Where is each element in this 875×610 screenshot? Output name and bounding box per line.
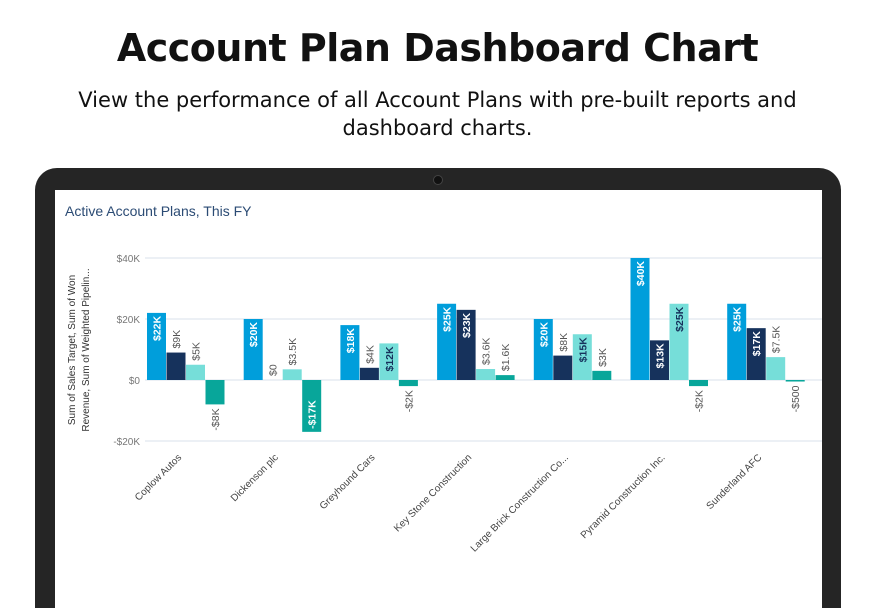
data-label: -$2K xyxy=(694,390,706,412)
data-label: $25K xyxy=(674,306,686,332)
data-label: -$17K xyxy=(307,400,319,429)
bar xyxy=(147,312,166,380)
data-label: $3K xyxy=(597,348,609,367)
bar-chart: $40K $20K $0 -$20K Sum of Sales Target, Sum … xyxy=(67,254,822,554)
y-axis-label: Sum of Sales Target, Sum of Won Revenue, … xyxy=(67,268,92,431)
page-subtitle: View the performance of all Account Plan… xyxy=(78,88,797,140)
bar xyxy=(533,319,553,380)
bar xyxy=(766,357,786,380)
y-tick-label: $0 xyxy=(129,376,141,387)
bar xyxy=(186,364,205,380)
bar xyxy=(727,303,747,380)
data-label: $8K xyxy=(558,333,570,352)
chart-title[interactable]: Active Account Plans, This FY xyxy=(65,203,252,219)
x-tick-label: Coplow Autos xyxy=(133,452,184,503)
data-label: $3.6K xyxy=(481,338,493,365)
data-label: $40K xyxy=(635,261,647,287)
bar xyxy=(379,343,399,380)
data-label: $22K xyxy=(152,315,164,341)
x-tick-label: Sunderland AFC xyxy=(705,452,765,512)
bar xyxy=(476,369,496,380)
x-tick-label: Pyramid Construction Inc. xyxy=(579,452,668,541)
data-label: $25K xyxy=(732,306,744,332)
laptop-frame: Active Account Plans, This FY xyxy=(35,168,841,610)
bar xyxy=(592,370,612,380)
y-tick-label: $20K xyxy=(117,315,141,326)
bar xyxy=(166,352,186,380)
data-label: $25K xyxy=(442,306,454,332)
bar xyxy=(282,369,302,380)
data-label: -$8K xyxy=(210,408,222,430)
bar xyxy=(456,309,476,380)
data-label: -$2K xyxy=(403,390,415,412)
data-label: $23K xyxy=(461,312,473,338)
data-label: $0 xyxy=(268,364,280,376)
bar xyxy=(437,303,457,380)
bar xyxy=(630,258,650,380)
data-label: $1.6K xyxy=(500,344,512,371)
bar xyxy=(205,380,225,405)
data-label: $15K xyxy=(577,337,589,363)
bar xyxy=(785,380,805,382)
dashboard-screen: Active Account Plans, This FY xyxy=(55,190,822,610)
bar xyxy=(553,355,573,380)
x-tick-label: Large Brick Construction Co... xyxy=(469,452,571,554)
bar xyxy=(243,319,263,380)
data-label: $5K xyxy=(191,342,203,361)
camera-icon xyxy=(433,175,443,185)
data-label: $4K xyxy=(364,345,376,364)
data-label: $9K xyxy=(171,330,183,349)
bar xyxy=(495,375,515,380)
bar xyxy=(572,334,592,380)
page-title: Account Plan Dashboard Chart xyxy=(116,26,759,70)
bar xyxy=(302,380,322,432)
x-tick-label: Dickenson plc xyxy=(229,452,281,504)
bar xyxy=(689,380,708,387)
bar xyxy=(650,340,669,380)
data-label: $7.5K xyxy=(771,326,783,353)
bar xyxy=(669,303,689,380)
data-label: $13K xyxy=(655,343,667,369)
data-label: $20K xyxy=(538,322,550,348)
bar xyxy=(398,380,418,387)
data-label: $17K xyxy=(751,331,763,357)
y-tick-label: $40K xyxy=(117,254,141,265)
data-label: -$500 xyxy=(790,385,802,412)
data-label: $18K xyxy=(345,328,357,354)
data-label: $3.5K xyxy=(287,338,299,365)
y-tick-label: -$20K xyxy=(113,437,140,448)
x-tick-label: Greyhound Cars xyxy=(318,452,378,512)
bar xyxy=(340,325,360,380)
bar xyxy=(746,328,766,380)
x-tick-label: Key Stone Construction xyxy=(392,452,474,534)
data-label: $20K xyxy=(248,322,260,348)
data-label: $12K xyxy=(384,346,396,372)
bar xyxy=(359,367,379,380)
